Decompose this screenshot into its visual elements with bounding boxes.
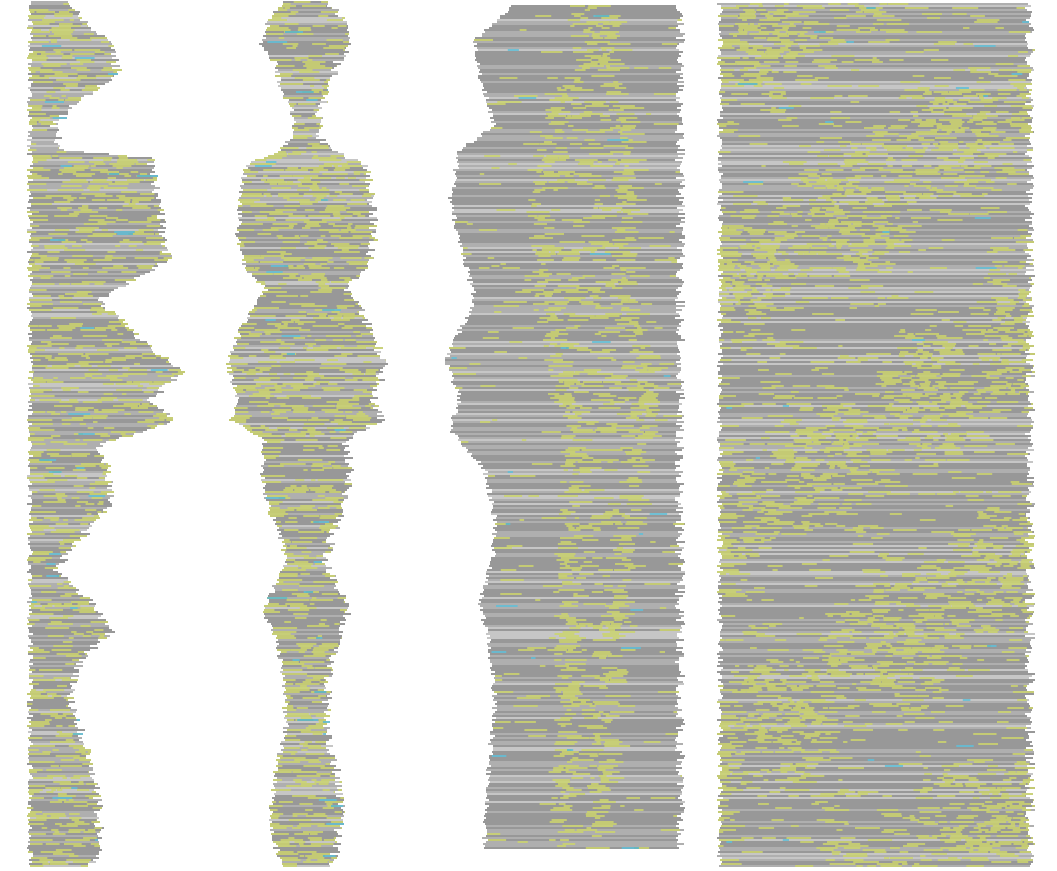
center-profile-light-lines [229,18,386,866]
rectangle-scan-mid-lines [717,4,1035,866]
rectangle-scanlines [710,0,1057,871]
center-profile-dark-lines [226,2,388,864]
rectangle-scan-accent-lines [726,8,1029,842]
rectangle-scan-highlight-lines [717,4,1035,866]
scan-panel-figure [405,0,710,871]
left-profile-highlight-lines [27,4,185,866]
left-profile-dark-lines [27,6,185,864]
left-profile-scanlines [0,0,200,871]
scan-panel-left-profile [0,0,200,871]
scan-panel-rectangle [710,0,1057,871]
scan-panel-center-profile [200,0,405,871]
center-profile-scanlines [200,0,405,871]
center-profile-mid-lines [231,4,385,862]
left-profile-accent-lines [31,46,167,840]
figure-scan-light-lines [447,20,685,802]
figure-scanlines [405,0,710,871]
